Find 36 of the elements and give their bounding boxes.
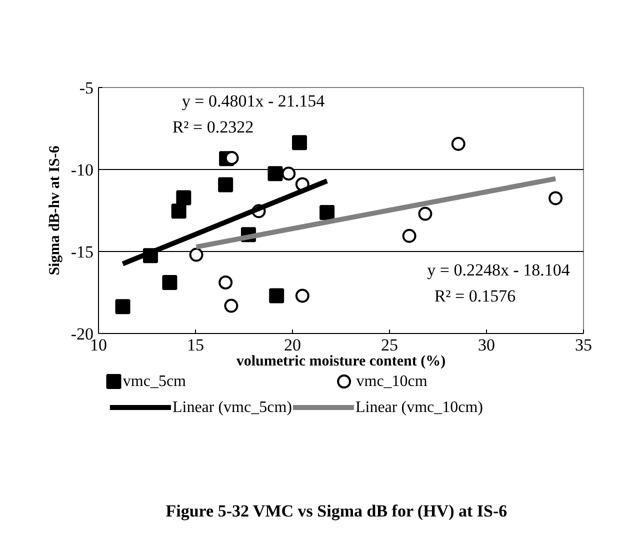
y-tick-label: -5 [79, 78, 94, 98]
point [320, 204, 335, 220]
point [189, 248, 204, 262]
point [402, 228, 416, 243]
point [162, 274, 178, 290]
point [224, 298, 238, 313]
point [451, 136, 466, 151]
legend-label: vmc_10cm [356, 373, 428, 390]
caption: Figure 5-32 VMC vs Sigma dB for (HV) at IS-6 [166, 502, 508, 520]
legend-label: Linear (vmc_5cm) [172, 399, 292, 416]
legend-label: Linear (vmc_10cm) [355, 399, 483, 416]
point [269, 288, 284, 304]
annotation: y = 0.4801x - 21.154 R² = 0.2322 [172, 91, 326, 137]
point [115, 299, 130, 314]
point [171, 204, 186, 219]
x-tick-label: 30 [478, 336, 495, 354]
x-tick-label: 20 [284, 336, 301, 354]
annotation: y = 0.2248x - 18.104 R² = 0.1576 [427, 260, 570, 306]
point [292, 135, 307, 150]
y-tick-label: -10 [70, 160, 94, 180]
point [224, 151, 239, 166]
point [418, 206, 432, 221]
y-tick-label: -15 [70, 242, 94, 262]
legend-label: vmc_5cm [122, 373, 187, 390]
point [268, 166, 283, 182]
x-axis-title: volumetric moisture content (%) [236, 354, 446, 370]
x-tick-label: 35 [575, 336, 592, 354]
point [176, 190, 192, 206]
point [282, 166, 296, 181]
point [295, 288, 310, 303]
x-tick-label: 15 [187, 336, 204, 354]
point [218, 276, 233, 290]
y-axis-title: Sigma dB-hv at IS-6 [46, 145, 63, 276]
point [218, 177, 234, 192]
x-tick-label: 25 [381, 336, 398, 354]
point [548, 191, 563, 206]
